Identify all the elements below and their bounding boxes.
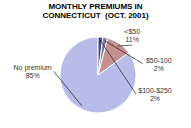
svg-text:<$5011%: <$5011%	[124, 28, 140, 43]
svg-text:$50-1002%: $50-1002%	[146, 57, 172, 72]
html-text:MONTHLY PREMIUMS IN CONNECTICU: MONTHLY PREMIUMS IN CONNECTICUT (OCT. 20…	[42, 2, 149, 20]
svg-text:No premium85%: No premium85%	[14, 64, 52, 79]
svg-text:$100-$2502%: $100-$2502%	[138, 87, 172, 102]
